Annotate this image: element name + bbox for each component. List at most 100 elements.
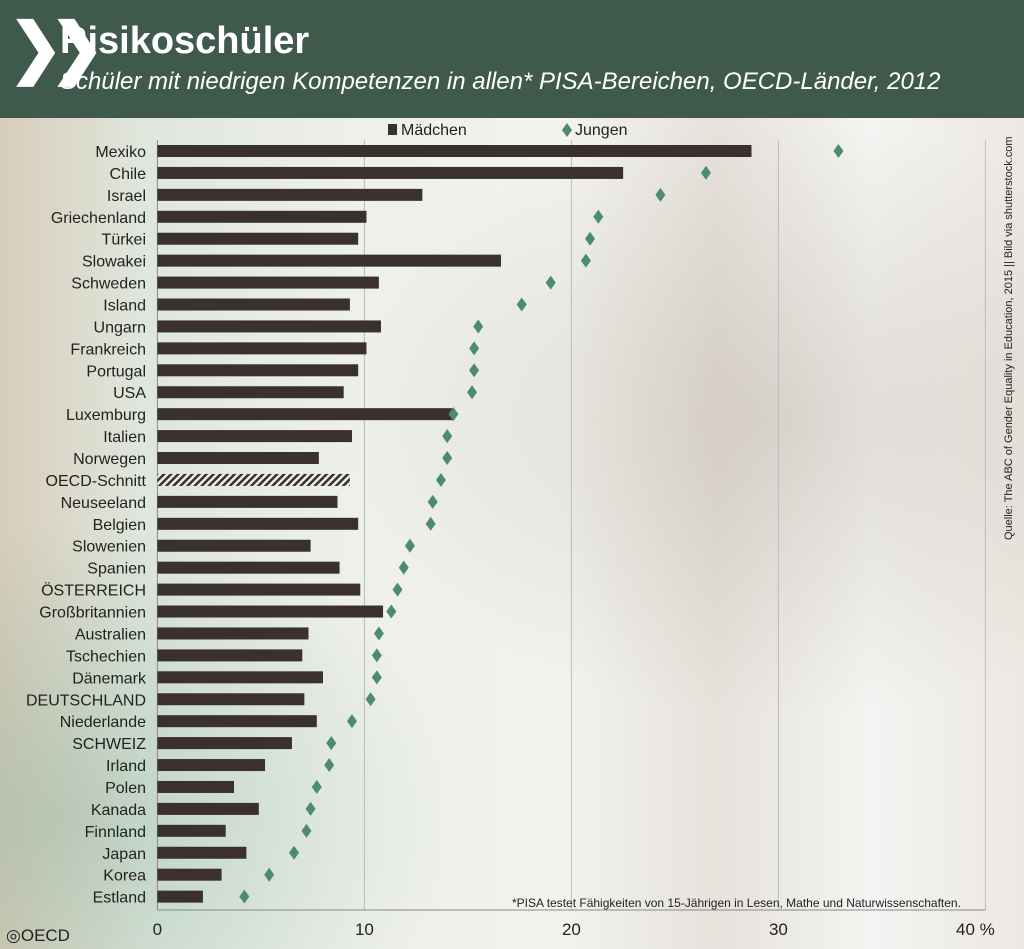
point-jungen (311, 779, 322, 794)
category-label: Polen (105, 780, 146, 797)
category-label: Türkei (102, 232, 146, 249)
bar-maedchen (157, 802, 259, 815)
bar-maedchen (157, 495, 338, 508)
bar-maedchen (157, 386, 344, 399)
x-tick-label: 30 (769, 920, 788, 939)
page-subtitle: Schüler mit niedrigen Kompetenzen in all… (60, 68, 941, 95)
oecd-logo: ◎OECD (6, 926, 70, 945)
point-jungen (580, 253, 591, 268)
footnote: *PISA testet Fähigkeiten von 15-Jährigen… (512, 896, 961, 910)
point-jungen (289, 845, 300, 860)
point-jungen (301, 823, 312, 838)
x-tick-label: 40 % (956, 920, 995, 939)
bar-maedchen (157, 517, 359, 530)
category-label: Tschechien (66, 648, 146, 665)
bar-maedchen (157, 430, 352, 443)
category-label: Chile (110, 166, 147, 183)
bar-maedchen (157, 715, 317, 728)
point-jungen (398, 560, 409, 575)
bar-maedchen (157, 583, 361, 596)
category-label: Frankreich (70, 341, 146, 358)
bar-maedchen (157, 342, 367, 355)
point-jungen (365, 692, 376, 707)
bar-maedchen (157, 868, 222, 881)
category-label: SCHWEIZ (72, 736, 146, 753)
bar-maedchen (157, 408, 454, 421)
point-jungen (373, 626, 384, 641)
category-label: ÖSTERREICH (41, 582, 146, 600)
point-jungen (833, 144, 844, 158)
bar-maedchen (157, 759, 266, 772)
point-jungen (593, 209, 604, 224)
category-label: Neuseeland (61, 495, 146, 512)
point-jungen (442, 451, 453, 466)
bar-maedchen (157, 276, 379, 289)
bar-maedchen (157, 364, 359, 377)
bar-maedchen (157, 166, 624, 179)
oecd-chevron-icon: ❯❯ (8, 10, 105, 84)
category-label: Großbritannien (39, 605, 146, 622)
point-jungen (585, 231, 596, 246)
bar-maedchen (157, 671, 323, 684)
bar-maedchen (157, 210, 367, 223)
point-jungen (473, 319, 484, 334)
category-label: Australien (75, 626, 146, 643)
point-jungen (404, 538, 415, 553)
category-label: Israel (107, 188, 146, 205)
legend-label-jungen: Jungen (575, 122, 628, 139)
point-jungen (545, 275, 556, 290)
point-jungen (448, 407, 459, 422)
bar-maedchen (157, 605, 384, 618)
point-jungen (655, 187, 666, 202)
bar-maedchen (157, 232, 359, 245)
point-jungen (467, 385, 478, 400)
category-label: Italien (103, 429, 146, 446)
logo-text: OECD (20, 926, 70, 945)
category-label: Korea (103, 868, 146, 885)
bar-maedchen (157, 452, 319, 465)
category-label: Portugal (86, 363, 146, 380)
page-title: Risikoschüler (60, 20, 310, 62)
bar-maedchen (157, 473, 350, 486)
category-label: Finnland (85, 824, 146, 841)
bar-maedchen (157, 846, 247, 859)
category-label: USA (113, 385, 146, 402)
category-label: Slowakei (82, 254, 146, 271)
legend-swatch-maedchen (388, 124, 397, 135)
bar-maedchen (157, 890, 203, 903)
bar-maedchen (157, 649, 303, 662)
bar-maedchen (157, 254, 502, 267)
point-jungen (324, 758, 335, 773)
category-label: Dänemark (72, 670, 147, 687)
bar-maedchen (157, 145, 752, 157)
category-label: Japan (102, 846, 146, 863)
point-jungen (371, 670, 382, 685)
bar-maedchen (157, 320, 381, 333)
bar-maedchen (157, 737, 292, 750)
category-label: Ungarn (94, 319, 146, 336)
bar-maedchen (157, 780, 234, 793)
point-jungen (469, 341, 480, 356)
category-label: OECD-Schnitt (46, 473, 147, 490)
category-label: Kanada (91, 802, 146, 819)
point-jungen (346, 714, 357, 729)
category-label: Belgien (93, 517, 146, 534)
point-jungen (305, 801, 316, 816)
source-note: Quelle: The ABC of Gender Equality in Ed… (1003, 136, 1015, 540)
point-jungen (425, 516, 436, 531)
x-tick-label: 10 (355, 920, 374, 939)
point-jungen (469, 363, 480, 378)
point-jungen (371, 648, 382, 663)
point-jungen (264, 867, 275, 882)
bar-maedchen (157, 627, 309, 640)
category-label: Luxemburg (66, 407, 146, 424)
legend-swatch-jungen (562, 123, 572, 137)
bar-maedchen (157, 693, 305, 706)
x-tick-label: 20 (562, 920, 581, 939)
point-jungen (392, 582, 403, 597)
x-tick-label: 0 (153, 920, 162, 939)
category-label: Slowenien (72, 539, 146, 556)
bar-maedchen (157, 824, 226, 837)
category-label: Spanien (87, 561, 146, 578)
